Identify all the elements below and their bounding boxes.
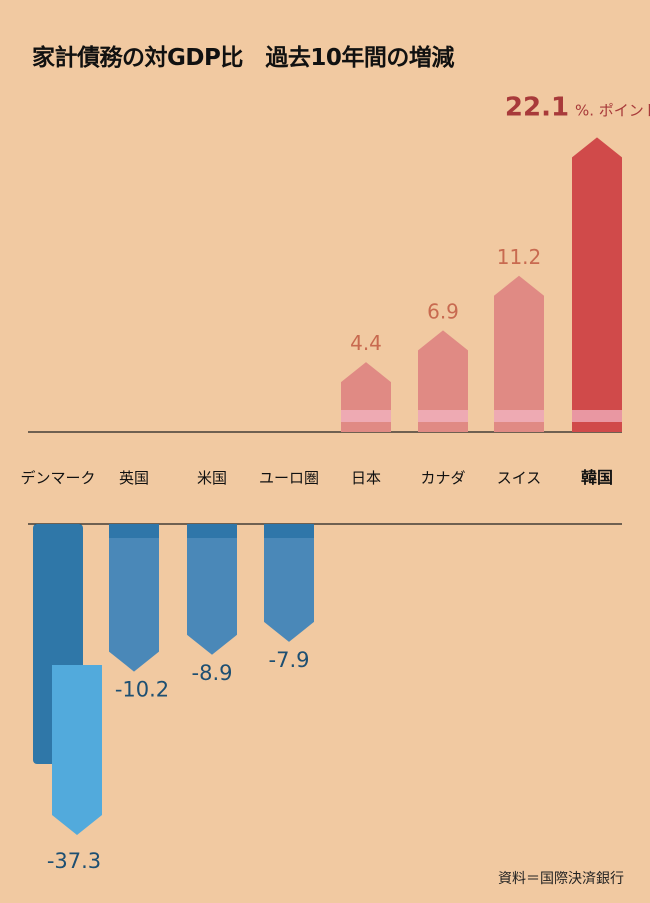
value-label: 6.9 xyxy=(427,299,459,323)
bar xyxy=(187,524,237,655)
bar xyxy=(264,524,314,642)
category-label: 日本 xyxy=(351,469,381,487)
bar xyxy=(109,524,159,672)
unit-label: %. ポイント xyxy=(575,101,650,119)
category-label: 韓国 xyxy=(581,468,613,487)
bar-highlight-band xyxy=(494,410,544,422)
bar-highlight-band xyxy=(572,410,622,422)
bar-top-band xyxy=(187,524,237,538)
bar-top-band xyxy=(109,524,159,538)
bar-top-band xyxy=(264,524,314,538)
bar xyxy=(52,665,102,835)
bar-highlight-band xyxy=(418,410,468,422)
value-label: 22.1 xyxy=(505,92,569,122)
value-label: -37.3 xyxy=(47,849,101,873)
category-label: ユーロ圏 xyxy=(259,469,319,487)
value-label: -10.2 xyxy=(115,678,169,702)
value-label: 4.4 xyxy=(350,331,382,355)
category-label: デンマーク xyxy=(20,469,95,487)
value-label: 11.2 xyxy=(497,245,542,269)
category-label: 英国 xyxy=(119,469,149,487)
bar xyxy=(494,275,544,432)
category-label: 米国 xyxy=(197,469,227,487)
chart-title: 家計債務の対GDP比 過去10年間の増減 xyxy=(32,45,454,71)
category-label: スイス xyxy=(497,469,542,487)
category-label: カナダ xyxy=(420,469,465,487)
value-label: -8.9 xyxy=(192,661,233,685)
source-note: 資料＝国際決済銀行 xyxy=(498,871,624,887)
bar xyxy=(572,137,622,432)
bar-highlight-band xyxy=(341,410,391,422)
bar xyxy=(418,330,468,432)
value-label: -7.9 xyxy=(269,648,310,672)
